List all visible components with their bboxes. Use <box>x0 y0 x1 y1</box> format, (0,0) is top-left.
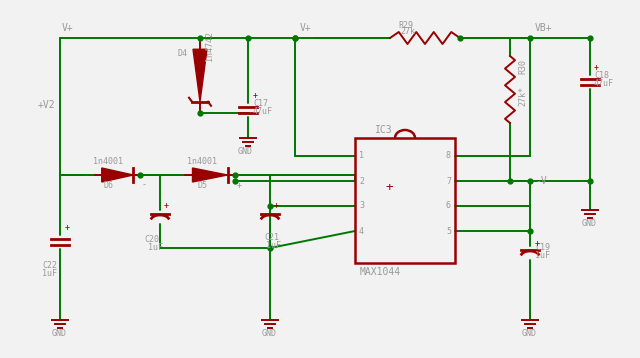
Text: 1n4001: 1n4001 <box>187 158 217 166</box>
Text: +V2: +V2 <box>38 100 56 110</box>
Text: 1uF: 1uF <box>42 268 57 277</box>
Text: +: + <box>274 202 279 211</box>
Text: C19: C19 <box>535 243 550 252</box>
Text: 6: 6 <box>446 202 451 211</box>
Text: IC3: IC3 <box>375 125 392 135</box>
Text: D5: D5 <box>197 180 207 189</box>
Text: +: + <box>253 91 258 100</box>
Text: VB+: VB+ <box>535 23 552 33</box>
Text: 1uF: 1uF <box>535 252 550 261</box>
Text: -V: -V <box>535 176 547 186</box>
Text: D6: D6 <box>103 180 113 189</box>
Text: 7: 7 <box>446 176 451 185</box>
Text: 8: 8 <box>446 151 451 160</box>
Text: GND: GND <box>522 329 537 339</box>
Text: +: + <box>164 202 169 211</box>
Text: 1uF: 1uF <box>266 241 281 250</box>
Text: +: + <box>237 180 242 189</box>
Text: 2: 2 <box>359 176 364 185</box>
Text: 47uF: 47uF <box>594 78 614 87</box>
Polygon shape <box>102 168 133 182</box>
Text: GND: GND <box>52 329 67 339</box>
Text: 1n4001: 1n4001 <box>93 158 123 166</box>
Text: 1: 1 <box>359 151 364 160</box>
Text: 27k: 27k <box>400 28 415 37</box>
Text: C17: C17 <box>253 98 268 107</box>
Text: 27k*: 27k* <box>518 86 527 106</box>
Text: GND: GND <box>238 146 253 155</box>
Text: R29: R29 <box>398 20 413 29</box>
Text: C22: C22 <box>42 261 57 270</box>
Text: V+: V+ <box>62 23 74 33</box>
Text: +: + <box>385 182 392 194</box>
Text: D4: D4 <box>178 48 188 58</box>
Text: MAX1044: MAX1044 <box>360 267 401 277</box>
Text: GND: GND <box>262 329 277 339</box>
Text: +: + <box>594 63 599 73</box>
Text: 5: 5 <box>446 227 451 236</box>
Text: R30: R30 <box>518 58 527 73</box>
Text: C18: C18 <box>594 71 609 79</box>
Text: +: + <box>65 223 70 232</box>
Text: V+: V+ <box>300 23 312 33</box>
Text: 1n4742: 1n4742 <box>205 31 214 61</box>
Bar <box>355 138 455 263</box>
Text: +: + <box>535 238 540 247</box>
Text: 1uF: 1uF <box>148 243 163 252</box>
Text: -: - <box>142 180 147 189</box>
Text: 47uF: 47uF <box>253 106 273 116</box>
Text: C21: C21 <box>264 232 279 242</box>
Polygon shape <box>193 168 227 182</box>
Text: C20: C20 <box>144 236 159 245</box>
Polygon shape <box>193 49 207 102</box>
Text: 4: 4 <box>359 227 364 236</box>
Text: GND: GND <box>582 219 597 228</box>
Text: 3: 3 <box>359 202 364 211</box>
